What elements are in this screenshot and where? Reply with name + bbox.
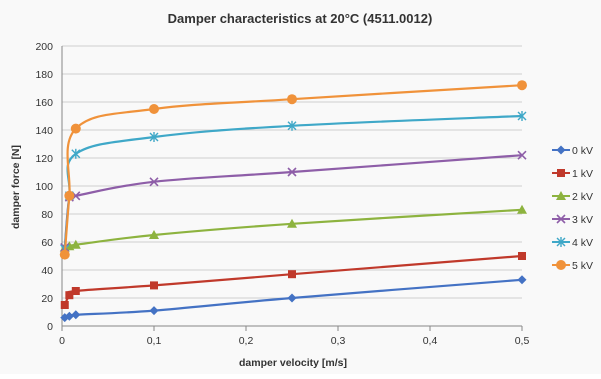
data-point — [518, 252, 526, 260]
x-tick-label: 0,3 — [331, 335, 346, 347]
data-point — [61, 301, 69, 309]
legend-label: 2 kV — [572, 191, 593, 203]
legend-marker — [557, 169, 565, 177]
data-point — [517, 80, 527, 90]
y-tick-label: 200 — [35, 41, 53, 53]
chart-title: Damper characteristics at 20°C (4511.001… — [168, 11, 433, 26]
x-tick-label: 0,1 — [147, 335, 162, 347]
data-point — [287, 94, 297, 104]
y-tick-label: 140 — [35, 125, 53, 137]
x-tick-label: 0 — [59, 335, 65, 347]
legend-label: 1 kV — [572, 168, 593, 180]
legend-label: 5 kV — [572, 260, 593, 272]
x-tick-label: 0,4 — [423, 335, 438, 347]
y-tick-label: 120 — [35, 153, 53, 165]
y-tick-label: 60 — [41, 237, 53, 249]
x-tick-label: 0,2 — [239, 335, 254, 347]
y-tick-label: 80 — [41, 209, 53, 221]
x-axis-title: damper velocity [m/s] — [239, 357, 347, 369]
y-tick-label: 160 — [35, 97, 53, 109]
data-point — [288, 270, 296, 278]
data-point — [72, 287, 80, 295]
data-point — [150, 281, 158, 289]
data-point — [60, 250, 70, 260]
data-point — [149, 104, 159, 114]
legend-marker — [556, 260, 566, 270]
legend-label: 3 kV — [572, 214, 593, 226]
y-tick-label: 20 — [41, 293, 53, 305]
legend-label: 0 kV — [572, 145, 593, 157]
y-tick-label: 0 — [47, 321, 53, 333]
y-tick-label: 100 — [35, 181, 53, 193]
y-axis-title: damper force [N] — [10, 145, 22, 229]
y-tick-label: 40 — [41, 265, 53, 277]
y-tick-label: 180 — [35, 69, 53, 81]
legend-label: 4 kV — [572, 237, 593, 249]
x-tick-label: 0,5 — [515, 335, 530, 347]
data-point — [71, 124, 81, 134]
data-point — [64, 191, 74, 201]
